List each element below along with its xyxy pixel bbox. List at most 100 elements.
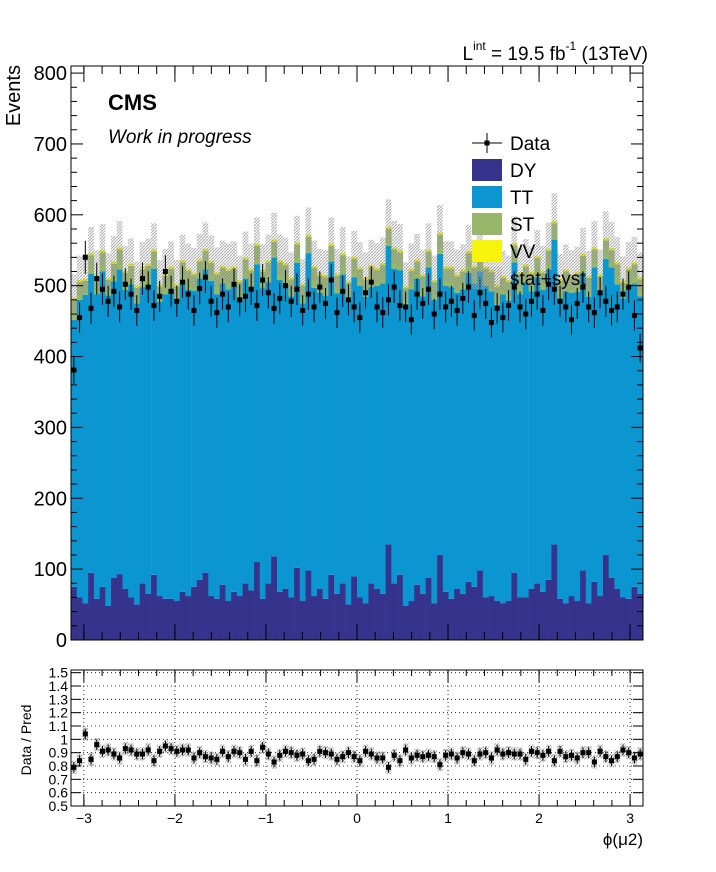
ratio-point	[557, 748, 563, 754]
bar-tt	[488, 291, 495, 597]
data-point	[546, 281, 552, 287]
bar-dy	[562, 603, 569, 640]
data-point	[185, 291, 191, 297]
bar-dy	[437, 554, 444, 640]
ratio-point	[197, 750, 203, 756]
legend-item-stat-syst: stat+syst	[472, 267, 586, 290]
band-segment	[374, 242, 380, 283]
ratio-y-tick-label: 1	[60, 731, 68, 747]
data-point	[431, 311, 437, 317]
bar-tt	[425, 267, 432, 578]
cms-label: CMS	[108, 90, 157, 115]
bar-dy	[534, 583, 541, 640]
band-segment	[208, 235, 214, 277]
bar-dy	[551, 544, 558, 640]
data-point	[551, 286, 557, 292]
band-segment	[379, 237, 386, 279]
bar-tt	[494, 304, 501, 602]
x-tick-label: 3	[626, 810, 634, 826]
data-point	[414, 291, 420, 297]
ratio-y-axis-title: Data / Pred	[18, 705, 34, 776]
bar-tt	[128, 284, 135, 598]
data-point	[220, 291, 226, 297]
bar-dy	[254, 562, 261, 640]
band-segment	[517, 247, 523, 287]
bar-dy	[402, 605, 409, 640]
band-segment	[351, 230, 357, 272]
bar-dy	[568, 596, 575, 640]
data-point	[368, 279, 374, 285]
bar-tt	[242, 278, 249, 584]
band-segment	[345, 256, 352, 296]
bar-tt	[351, 277, 358, 577]
bar-dy	[128, 597, 135, 640]
data-point	[471, 312, 477, 318]
bar-tt	[265, 282, 272, 584]
data-point	[225, 304, 231, 310]
ratio-point	[105, 747, 111, 753]
bar-dy	[265, 583, 272, 640]
data-point	[265, 290, 271, 296]
y-tick-label: 800	[34, 63, 67, 85]
bar-tt	[585, 297, 592, 604]
ratio-point	[71, 764, 77, 770]
ratio-point	[323, 750, 329, 756]
data-point	[448, 298, 454, 304]
data-point	[242, 293, 248, 299]
bar-dy	[368, 583, 375, 640]
ratio-point	[265, 751, 271, 757]
band-segment	[282, 237, 289, 279]
band-segment	[448, 241, 455, 282]
data-point	[460, 295, 466, 301]
ratio-point	[460, 750, 466, 756]
bar-tt	[620, 298, 627, 598]
legend-swatch	[472, 267, 502, 289]
data-point	[477, 290, 483, 296]
band-segment	[316, 248, 323, 289]
band-segment	[357, 242, 363, 283]
ratio-point	[99, 748, 105, 754]
bar-dy	[351, 576, 358, 640]
ratio-point	[300, 751, 306, 757]
ratio-point	[511, 751, 517, 757]
ratio-point	[391, 752, 397, 758]
bar-dy	[311, 596, 318, 640]
bar-tt	[625, 287, 632, 599]
ratio-point	[385, 764, 391, 770]
ratio-y-tick-label: 0.9	[49, 745, 69, 761]
data-point	[591, 310, 597, 316]
band-segment	[557, 254, 563, 294]
band-segment	[305, 207, 312, 251]
data-point	[609, 307, 615, 313]
ratio-point	[294, 752, 300, 758]
data-point	[157, 293, 163, 299]
bar-dy	[528, 588, 535, 640]
bar-dy	[99, 586, 106, 640]
band-segment	[620, 256, 626, 296]
bar-dy	[151, 574, 158, 640]
ratio-point	[185, 747, 191, 753]
ratio-y-tick-label: 1.5	[49, 665, 69, 681]
data-point	[357, 315, 363, 321]
bar-dy	[631, 586, 638, 640]
bar-dy	[276, 591, 283, 640]
ratio-point	[414, 752, 420, 758]
ratio-point	[242, 756, 248, 762]
band-segment	[328, 217, 335, 260]
data-point	[569, 317, 574, 323]
data-point	[311, 304, 317, 310]
bar-dy	[391, 583, 398, 640]
bar-dy	[82, 603, 89, 640]
data-point	[420, 300, 426, 306]
band-segment	[505, 255, 512, 295]
data-point	[631, 312, 637, 318]
bar-tt	[402, 304, 409, 606]
bar-tt	[248, 287, 255, 591]
ratio-point	[574, 755, 580, 761]
bar-tt	[465, 272, 472, 582]
data-point	[385, 297, 391, 303]
ratio-point	[454, 755, 460, 761]
bar-dy	[156, 596, 163, 640]
band-segment	[459, 244, 466, 285]
band-segment	[322, 250, 329, 290]
